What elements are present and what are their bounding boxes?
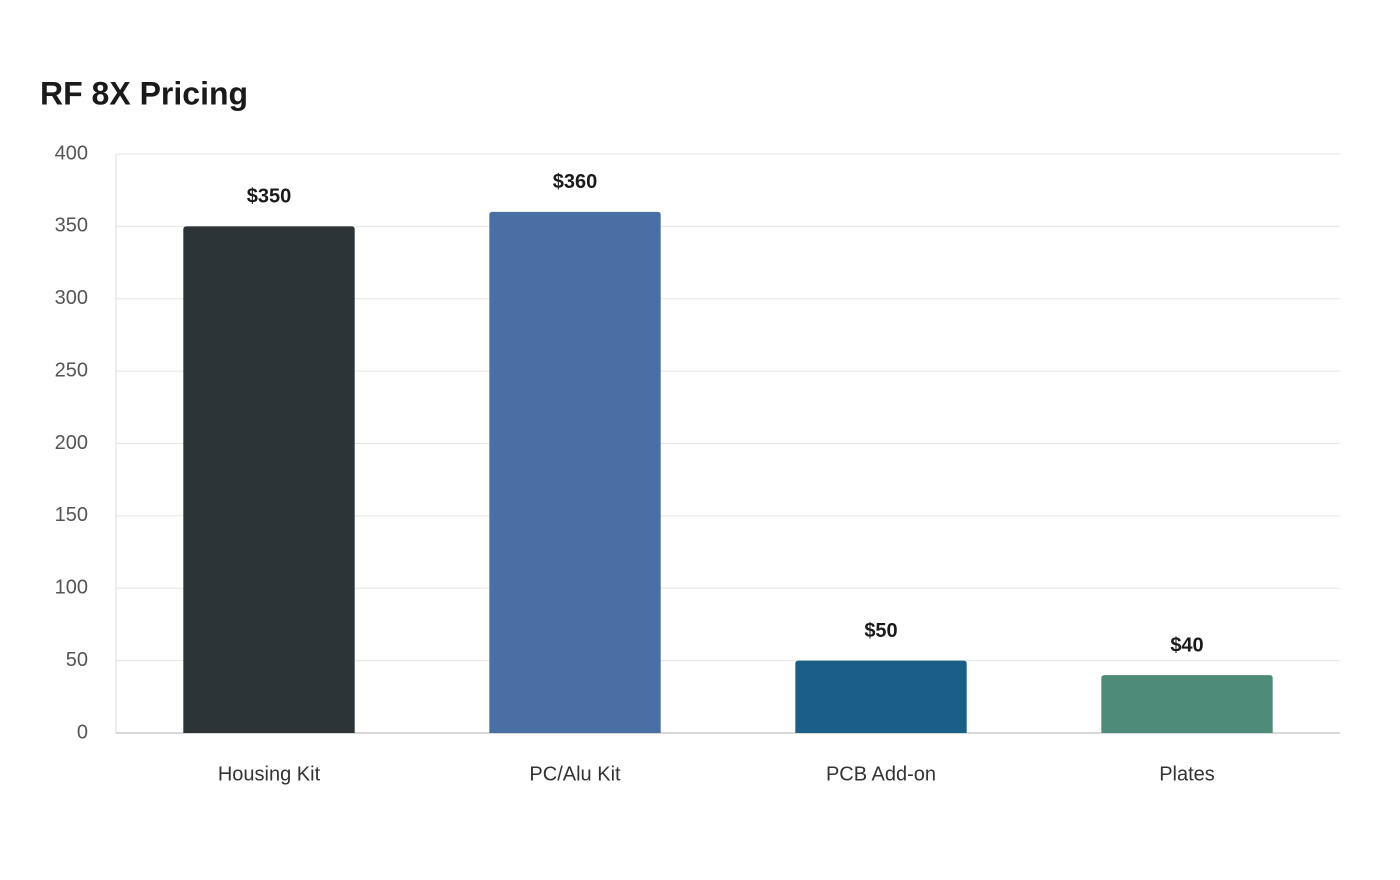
- y-tick-label: 50: [66, 649, 88, 671]
- bar: [489, 211, 661, 733]
- y-tick-label: 200: [55, 432, 88, 454]
- x-tick-label: Housing Kit: [218, 763, 321, 785]
- y-tick-label: 350: [55, 215, 88, 237]
- y-tick-label: 150: [55, 504, 88, 526]
- y-tick-label: 250: [55, 359, 88, 381]
- y-tick-label: 0: [77, 721, 88, 743]
- y-tick-label: 400: [55, 142, 88, 164]
- value-label: $350: [247, 186, 292, 208]
- x-tick-label: PC/Alu Kit: [529, 763, 621, 785]
- y-tick-label: 300: [55, 287, 88, 309]
- chart-title: RF 8X Pricing: [40, 75, 248, 111]
- bar: [183, 226, 355, 733]
- value-label: $40: [1170, 634, 1203, 656]
- x-tick-label: PCB Add-on: [826, 763, 936, 785]
- bar: [1101, 675, 1273, 733]
- value-label: $360: [553, 171, 598, 193]
- value-label: $50: [864, 620, 897, 642]
- bar: [795, 660, 967, 733]
- x-tick-label: Plates: [1159, 763, 1215, 785]
- y-tick-label: 100: [55, 577, 88, 599]
